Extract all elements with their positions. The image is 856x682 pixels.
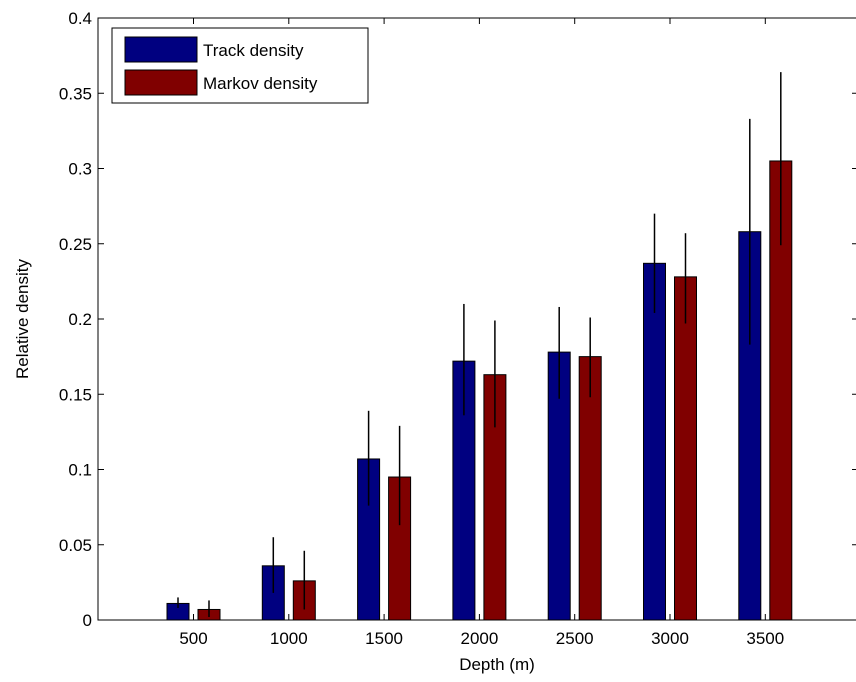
legend-swatch-markov-density [124, 69, 198, 96]
x-tick-label-3500: 3500 [746, 629, 784, 648]
x-tick-label-2000: 2000 [460, 629, 498, 648]
y-tick-label-0.05: 0.05 [59, 536, 92, 555]
y-tick-label-0.3: 0.3 [68, 160, 92, 179]
y-tick-label-0.2: 0.2 [68, 310, 92, 329]
y-tick-label-0: 0 [83, 611, 92, 630]
y-tick-label-0.25: 0.25 [59, 235, 92, 254]
legend: Track density Markov density [111, 27, 369, 104]
legend-label-markov-density: Markov density [203, 74, 318, 93]
y-axis-title: Relative density [13, 259, 32, 380]
bars-layer [166, 160, 793, 621]
legend-swatch-track-density [124, 36, 198, 63]
y-tick-label-0.35: 0.35 [59, 84, 92, 103]
x-tick-label-500: 500 [179, 629, 207, 648]
x-tick-label-3000: 3000 [651, 629, 689, 648]
bar-markov-density-3000 [674, 276, 697, 621]
x-tick-label-1500: 1500 [365, 629, 403, 648]
legend-label-track-density: Track density [203, 41, 304, 60]
x-axis-title: Depth (m) [459, 655, 535, 674]
x-tick-label-1000: 1000 [270, 629, 308, 648]
bar-track-density-3000 [643, 262, 666, 621]
error-bars-layer [177, 72, 782, 617]
y-tick-label-0.1: 0.1 [68, 461, 92, 480]
y-tick-label-0.4: 0.4 [68, 9, 92, 28]
y-tick-label-0.15: 0.15 [59, 385, 92, 404]
x-tick-label-2500: 2500 [556, 629, 594, 648]
ticks-layer: 0 0.05 0.1 0.15 0.2 0.25 0.3 0.35 0.4 500 1000 1500… [59, 9, 856, 648]
